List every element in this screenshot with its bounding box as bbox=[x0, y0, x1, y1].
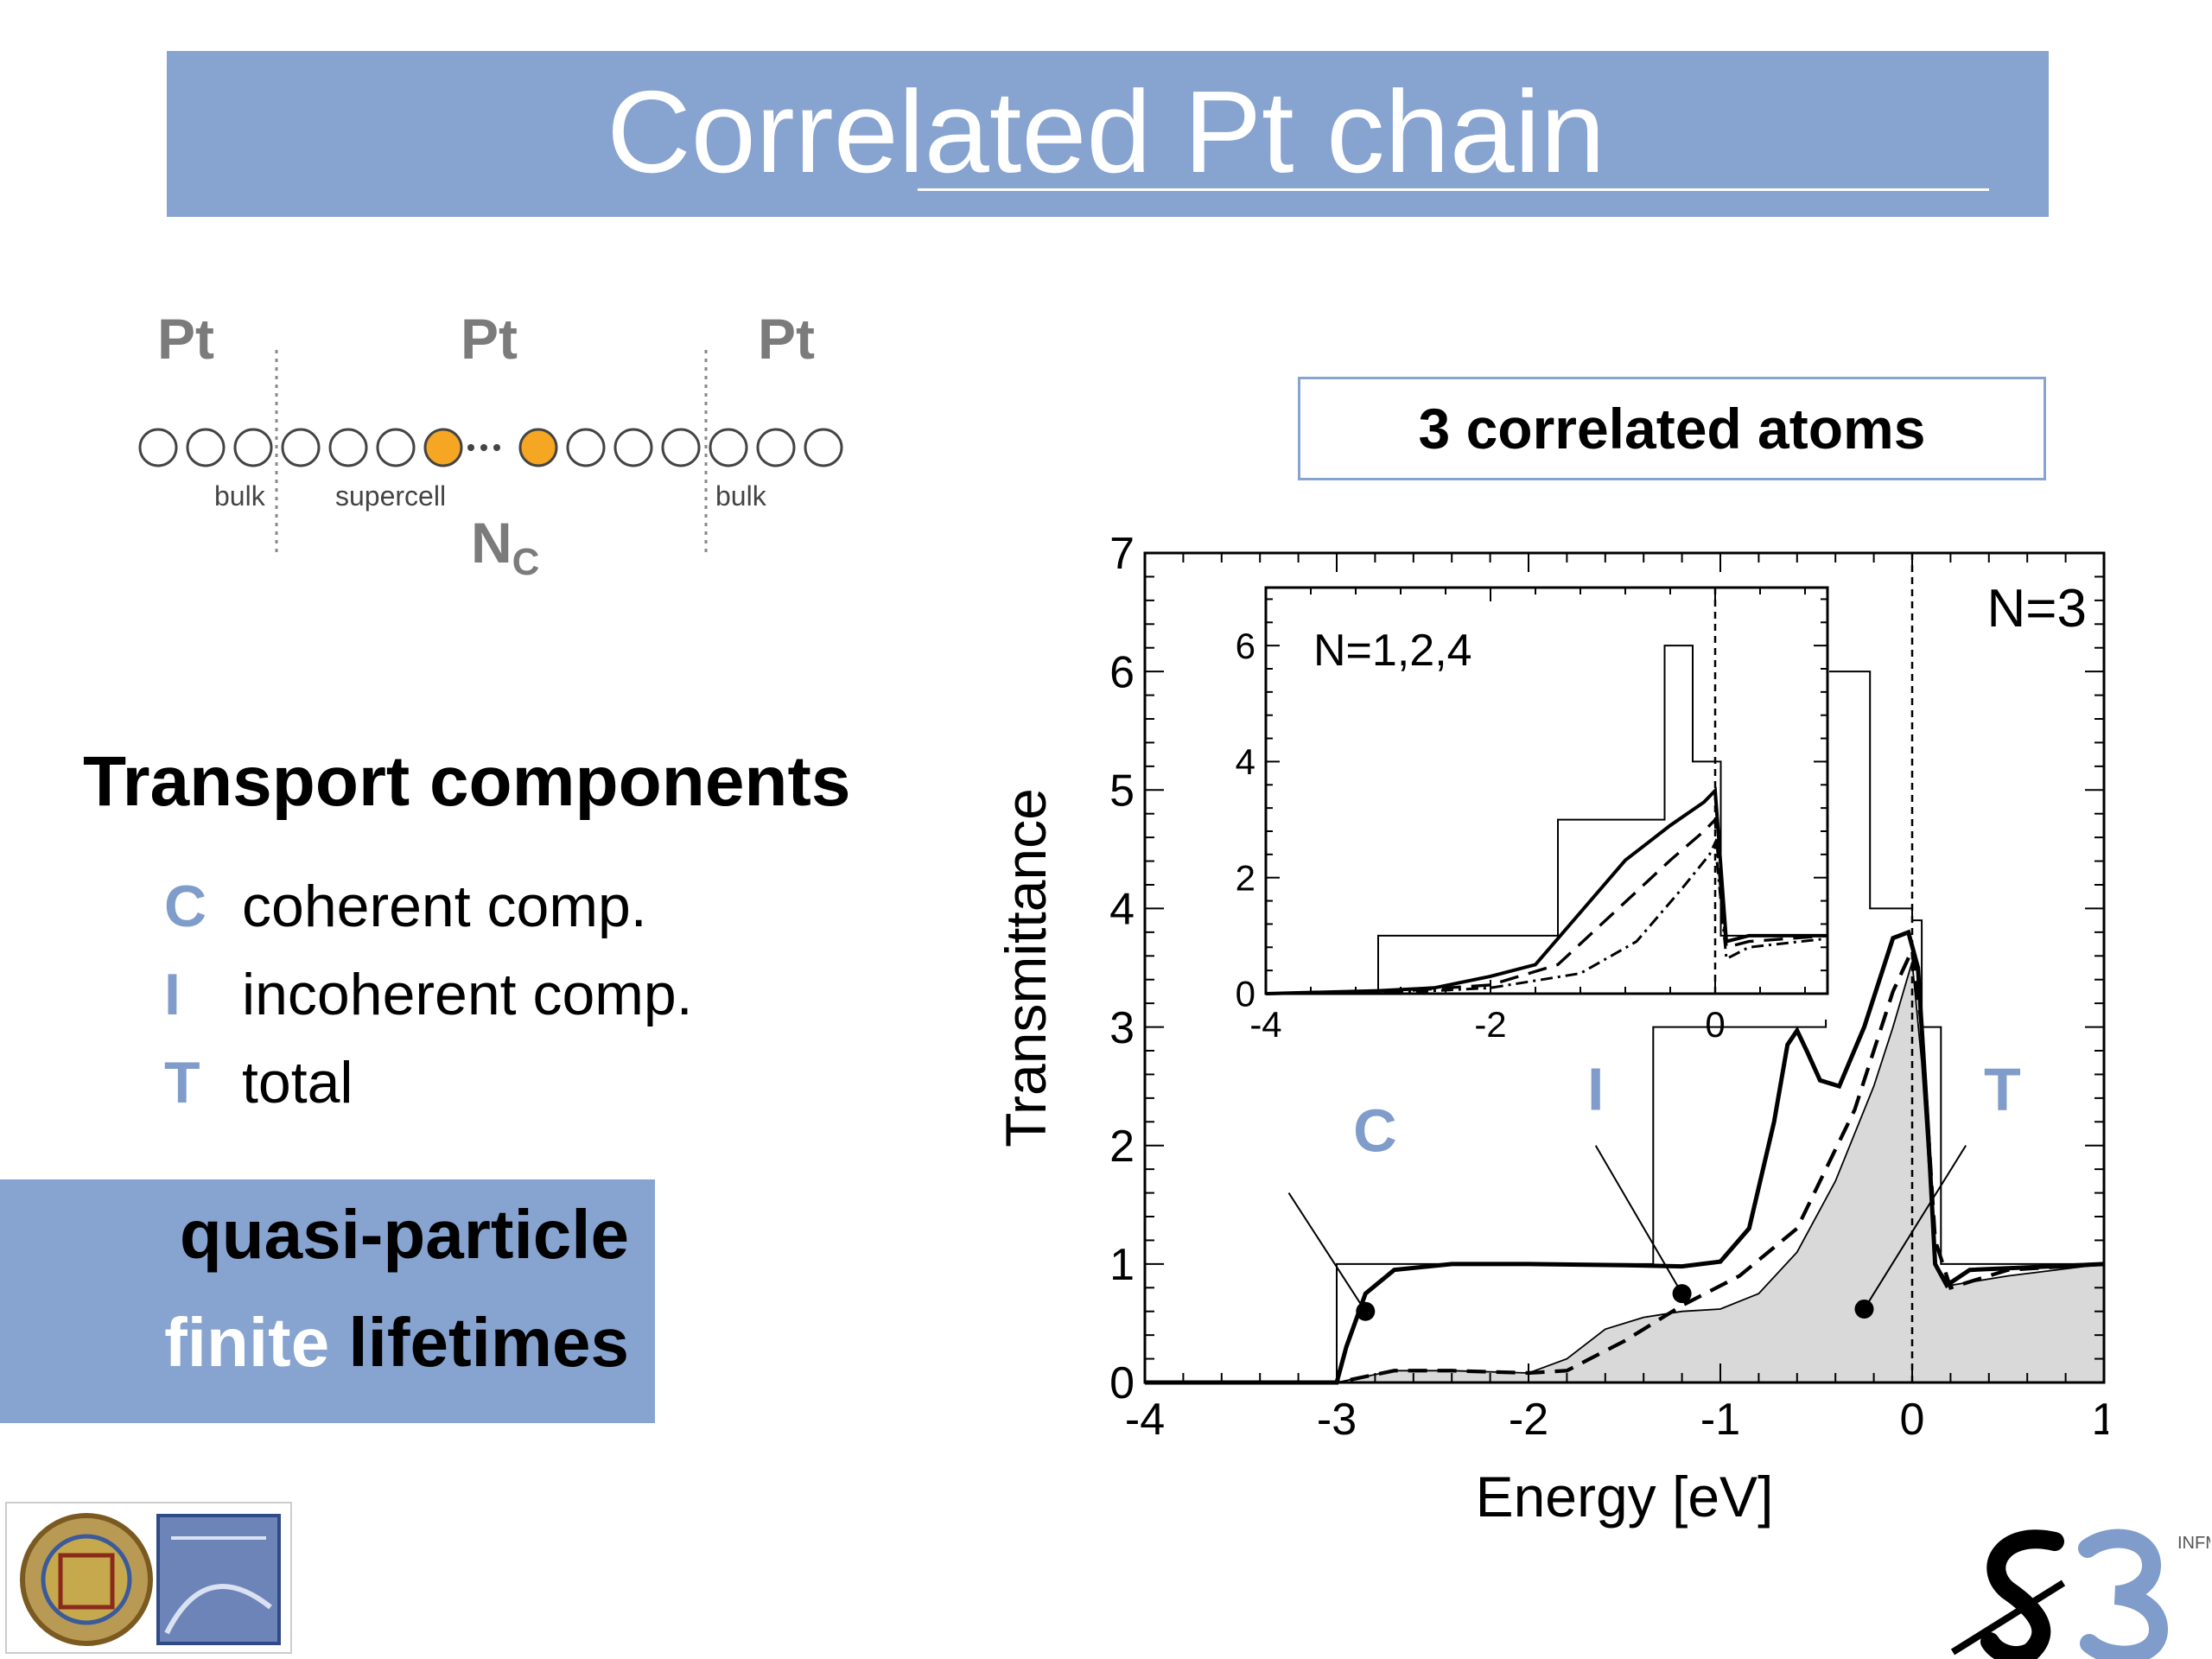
series-line bbox=[1145, 929, 2105, 1385]
logo-suffix: INFM bbox=[2177, 1534, 2210, 1553]
x-tick-label: -2 bbox=[1509, 1395, 1548, 1445]
quasiparticle-box bbox=[0, 1179, 655, 1423]
y-tick-label: 6 bbox=[1236, 626, 1255, 666]
lifetimes-word: lifetimes bbox=[348, 1304, 629, 1381]
atom bbox=[566, 428, 606, 467]
component-label: I bbox=[1587, 1056, 1604, 1123]
ellipsis-dot bbox=[493, 444, 500, 451]
transmittance-plot: -4 -3 -2 -1 0 1 0 1 2 3 4 5 6 7 Energy [eV] Transmittan… bbox=[994, 529, 2108, 1529]
nc-letter: N bbox=[471, 511, 512, 575]
atom bbox=[281, 428, 321, 467]
quasiparticle-line: quasi-particle bbox=[179, 1196, 629, 1273]
title-underline bbox=[918, 188, 1989, 191]
correlated-atoms-box: 3 correlated atoms bbox=[1298, 377, 2046, 480]
y-tick-label: 0 bbox=[1109, 1358, 1135, 1408]
pt-label-left: Pt bbox=[157, 307, 214, 371]
x-tick-label: -1 bbox=[1700, 1395, 1740, 1445]
supercell-label: supercell bbox=[335, 480, 447, 512]
pt-label-center: Pt bbox=[461, 307, 518, 371]
leader-line bbox=[1594, 1145, 1683, 1294]
leader-line bbox=[1287, 1192, 1367, 1313]
atom bbox=[756, 428, 796, 467]
s3-logo: INFM bbox=[1951, 1529, 2210, 1659]
y-tick-label: 6 bbox=[1109, 647, 1135, 697]
y-tick-label: 5 bbox=[1109, 766, 1135, 816]
plot-frame bbox=[1143, 551, 2106, 1384]
series-line bbox=[1266, 837, 1828, 995]
atom bbox=[186, 428, 226, 467]
component-label: T bbox=[1984, 1056, 2021, 1123]
institution-logo bbox=[5, 1502, 292, 1654]
series-line bbox=[1145, 961, 2105, 1383]
x-tick-label: -4 bbox=[1249, 1004, 1281, 1045]
inset-annotation: N=1,2,4 bbox=[1313, 626, 1472, 676]
y-axis-label: Transmittance bbox=[994, 788, 1058, 1147]
y-tick-label: 4 bbox=[1236, 741, 1255, 782]
component-marker bbox=[1356, 1301, 1376, 1321]
y-tick-label: 3 bbox=[1109, 1003, 1135, 1053]
atom bbox=[661, 428, 701, 467]
nc-label: NC bbox=[471, 510, 539, 584]
x-tick-label: -4 bbox=[1125, 1395, 1165, 1445]
y-tick-label: 1 bbox=[1109, 1240, 1135, 1290]
y-tick-label: 0 bbox=[1236, 974, 1255, 1014]
x-tick-label: 0 bbox=[1705, 1004, 1725, 1045]
atom bbox=[709, 428, 748, 467]
atom-row bbox=[138, 428, 843, 467]
nc-subscript: C bbox=[512, 541, 540, 583]
atom bbox=[138, 428, 178, 467]
x-tick-label: 1 bbox=[2092, 1395, 2108, 1445]
main-chart: -4 -3 -2 -1 0 1 0 1 2 3 4 5 6 7 Energy [eV] Transmittan… bbox=[994, 529, 2108, 1529]
atom bbox=[328, 428, 368, 467]
lifetimes-line: finite lifetimes bbox=[164, 1303, 629, 1382]
chain-diagram bbox=[138, 350, 843, 553]
ellipsis-dot bbox=[480, 444, 487, 451]
inset-chart: -4 -2 0 0 2 4 6 N=1,2,4 bbox=[1236, 584, 1829, 1045]
x-axis-label: Energy [eV] bbox=[1476, 1465, 1774, 1529]
components-heading: Transport components bbox=[83, 742, 851, 821]
correlated-atom bbox=[518, 428, 558, 467]
atom bbox=[233, 428, 273, 467]
plot-frame bbox=[1264, 586, 1829, 995]
component-letter: C bbox=[164, 874, 207, 939]
bulk-label-right: bulk bbox=[715, 480, 766, 512]
pt-label-right: Pt bbox=[758, 307, 815, 371]
component-text: coherent comp. bbox=[242, 874, 647, 939]
component-text: total bbox=[242, 1050, 353, 1116]
x-tick-label: -2 bbox=[1474, 1004, 1506, 1045]
series-line bbox=[1265, 816, 1828, 995]
series-line bbox=[1266, 645, 1827, 995]
component-letter: I bbox=[164, 962, 181, 1027]
slide-title: Correlated Pt chain bbox=[607, 67, 1605, 197]
y-tick-label: 2 bbox=[1236, 857, 1255, 898]
atom bbox=[613, 428, 653, 467]
finite-word: finite bbox=[164, 1304, 330, 1381]
bulk-label-left: bulk bbox=[214, 480, 265, 512]
component-letter: T bbox=[164, 1050, 200, 1116]
ellipsis-dot bbox=[467, 444, 474, 451]
correlated-atom bbox=[423, 428, 463, 467]
x-tick-label: -3 bbox=[1317, 1395, 1357, 1445]
x-tick-label: 0 bbox=[1900, 1395, 1925, 1445]
inset-background bbox=[1263, 584, 1829, 1020]
y-tick-label: 2 bbox=[1109, 1122, 1135, 1172]
component-marker bbox=[1672, 1284, 1692, 1304]
atom bbox=[804, 428, 843, 467]
y-tick-label: 7 bbox=[1109, 529, 1135, 579]
filled-area bbox=[1145, 962, 2104, 1382]
leader-line bbox=[1863, 1145, 1967, 1310]
component-label: C bbox=[1353, 1097, 1397, 1165]
y-tick-label: 4 bbox=[1109, 885, 1135, 935]
seal-images bbox=[20, 1513, 281, 1646]
component-marker bbox=[1854, 1299, 1874, 1319]
component-text: incoherent comp. bbox=[242, 962, 693, 1027]
map-picture bbox=[156, 1514, 281, 1645]
atom bbox=[376, 428, 416, 467]
n3-annotation: N=3 bbox=[1987, 579, 2087, 639]
